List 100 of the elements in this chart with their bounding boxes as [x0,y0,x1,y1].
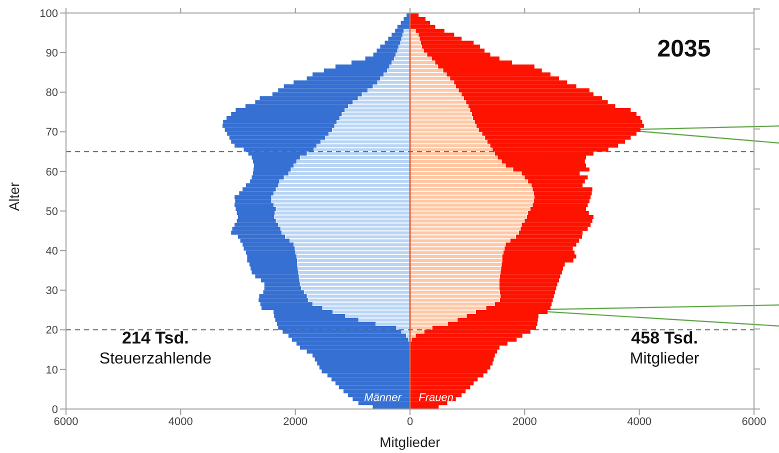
bar [249,262,298,266]
x-tick-label: 2000 [512,416,537,428]
bar [410,381,474,386]
y-axis-title: Alter [6,182,22,211]
bar [482,132,636,136]
bar [530,207,586,212]
bar [410,373,484,378]
bar [253,167,291,172]
bar [501,266,564,270]
bar [376,48,398,53]
bar [247,258,298,263]
bar [227,132,329,136]
bar [520,226,588,231]
bar [473,116,640,120]
bar [331,377,410,382]
bar [524,218,592,223]
bar [404,16,410,21]
x-tick-label: 0 [406,416,414,428]
series-label: Frauen [418,392,454,404]
bar [229,136,326,140]
bar [397,24,410,29]
bar [500,294,554,298]
bar [506,163,586,168]
bar [222,124,334,128]
bar [474,120,642,124]
y-tick-label: 40 [46,246,58,258]
x-tick-label: 4000 [627,416,652,428]
bar [532,187,592,192]
bar [296,342,410,346]
bar [252,160,296,164]
bar [380,44,399,49]
bar [235,199,272,204]
bar [499,282,558,286]
y-tick-label: 70 [46,126,58,139]
bar [234,144,317,148]
bar [476,124,644,128]
bar [528,179,585,184]
bar [534,191,592,196]
bar [410,354,495,358]
bar [224,128,332,132]
bar [500,290,556,294]
bar [234,195,272,200]
bar [410,369,488,374]
annotation: Steuerzahlende [99,350,212,368]
annotation: 214 Tsd. [122,328,189,348]
y-tick-label: 100 [40,8,58,20]
bar [534,195,591,200]
bar [252,270,298,274]
bar [319,365,410,370]
y-tick-label: 20 [46,324,58,337]
bar [242,242,294,247]
x-tick-label: 6000 [54,416,78,428]
bar [234,203,274,208]
bar [410,350,498,354]
bar [234,222,278,227]
bar [499,278,560,282]
bar [236,207,276,212]
x-axis-title: Mitglieder [380,434,441,450]
x-tick-label: 4000 [168,416,193,428]
x-tick-label: 6000 [742,416,766,428]
bar [534,199,590,204]
bar [314,358,410,362]
bar [236,218,276,223]
bar [263,290,304,294]
x-tick-label: 2000 [283,416,308,428]
bar [392,32,403,37]
bar [532,203,588,208]
bar [252,171,288,176]
y-tick-label: 30 [46,285,58,298]
bar [246,250,296,255]
bar [410,358,494,362]
y-tick-label: 10 [46,364,58,376]
bar [502,258,574,263]
bar [500,274,560,278]
bar [232,226,280,231]
bar [503,250,575,255]
bar [322,369,410,374]
y-tick-label: 90 [46,48,58,60]
bar [255,274,299,278]
bar [410,361,493,366]
bar [264,282,300,286]
annotation: 458 Tsd. [631,328,698,348]
bar [500,270,562,274]
bar [226,116,340,120]
series-label: Männer [364,392,403,404]
bar [400,20,410,25]
bar [524,175,588,180]
y-tick-label: 0 [52,404,58,416]
bar [410,365,490,370]
text: 2035 [657,36,711,63]
bar [343,389,410,394]
bar [254,163,294,168]
bar [478,128,640,132]
bar [502,254,576,259]
bar [522,222,591,227]
annotation: Mitglieder [630,350,700,368]
bar [502,160,585,164]
bar [250,266,298,270]
bar [223,120,337,124]
bar [388,36,402,41]
